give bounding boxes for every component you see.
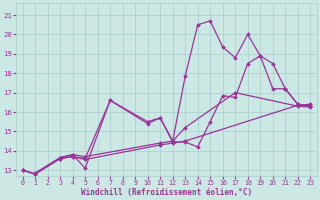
- X-axis label: Windchill (Refroidissement éolien,°C): Windchill (Refroidissement éolien,°C): [81, 188, 252, 197]
